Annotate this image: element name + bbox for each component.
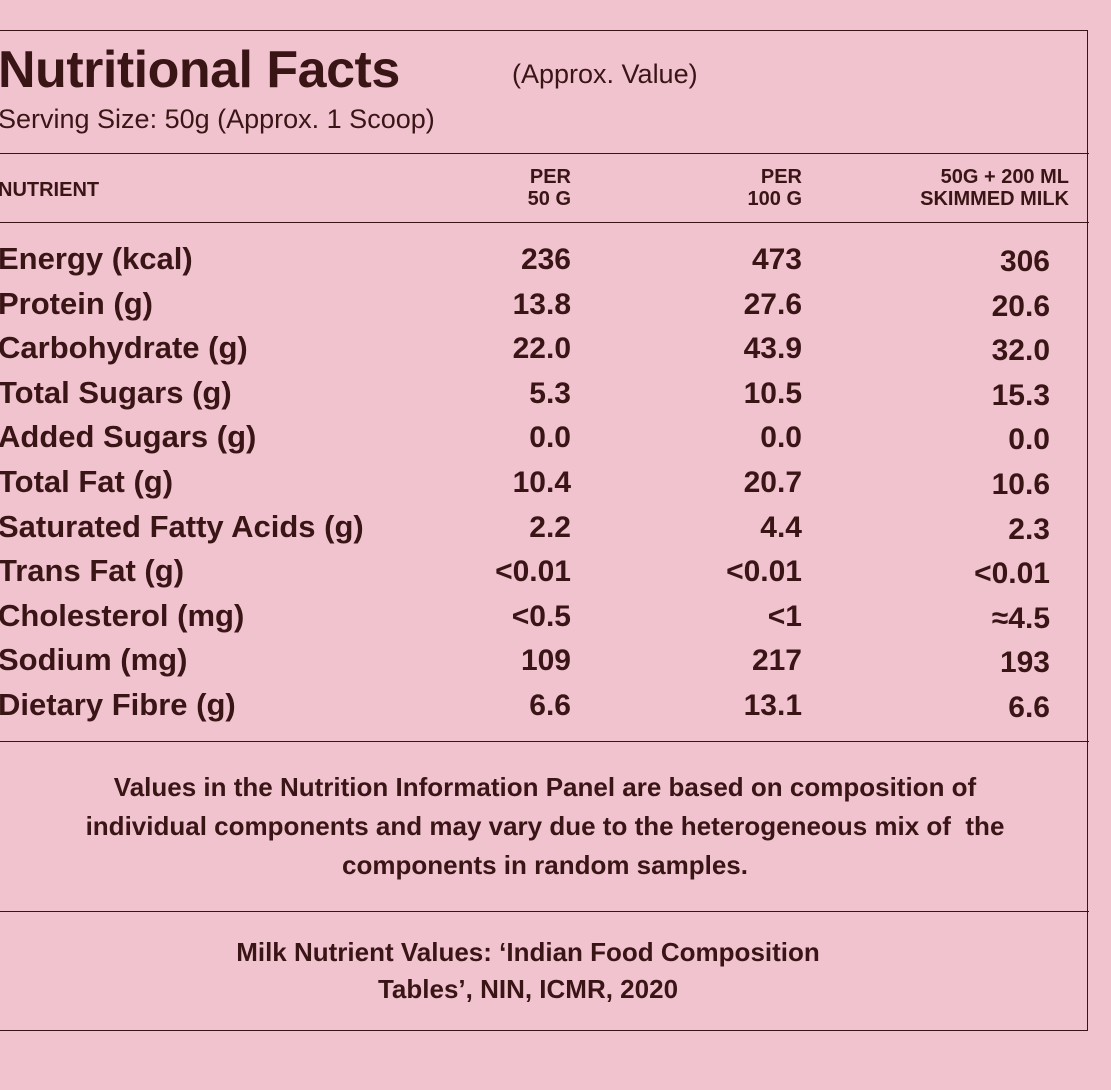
serving-size: Serving Size: 50g (Approx. 1 Scoop)	[0, 104, 435, 134]
divider	[0, 222, 1089, 223]
note-line: Values in the Nutrition Information Pane…	[113, 772, 977, 802]
panel-border	[0, 30, 1088, 1031]
column-header: 50 G	[527, 188, 571, 210]
column-header: 50G + 200 ML	[940, 166, 1069, 188]
divider	[0, 153, 1089, 154]
nutrient-name: Saturated Fatty Acids (g)	[0, 508, 364, 544]
nutrient-value: 306	[999, 245, 1050, 278]
column-header: PER	[529, 166, 571, 188]
nutrient-value: 43.9	[743, 332, 802, 366]
column-header: PER	[760, 166, 802, 188]
source-line: Tables’, NIN, ICMR, 2020	[377, 974, 679, 1004]
nutrient-value: 2.2	[529, 510, 571, 544]
nutrient-value: <0.01	[495, 555, 571, 589]
nutrient-name: Cholesterol (mg)	[0, 597, 245, 633]
nutrient-value: 27.6	[743, 287, 802, 321]
title: Nutritional Facts	[0, 41, 400, 99]
nutrient-value: 20.6	[991, 289, 1050, 323]
nutrient-value: 5.3	[529, 376, 571, 410]
divider	[0, 741, 1089, 742]
nutrient-name: Total Sugars (g)	[0, 374, 232, 410]
divider	[0, 911, 1089, 912]
nutrient-name: Protein (g)	[0, 285, 153, 321]
nutrient-value: 0.0	[529, 421, 571, 455]
nutrient-value: <1	[767, 599, 802, 633]
nutrient-name: Total Fat (g)	[0, 464, 174, 499]
nutrient-value: <0.01	[974, 557, 1050, 591]
column-header: 100 G	[747, 188, 802, 210]
column-header: SKIMMED MILK	[920, 188, 1069, 210]
source-line: Milk Nutrient Values: ‘Indian Food Compo…	[236, 937, 820, 967]
nutrient-name: Carbohydrate (g)	[0, 330, 248, 366]
nutrient-value: 32.0	[991, 334, 1050, 368]
nutrient-value: 217	[751, 644, 802, 678]
nutrient-value: <0.01	[726, 555, 802, 589]
nutrient-value: 193	[999, 646, 1050, 680]
nutrient-value: 0.0	[1008, 423, 1050, 457]
nutrient-name: Added Sugars (g)	[0, 419, 257, 455]
nutrient-value: 13.1	[743, 689, 802, 722]
nutrient-value: 6.6	[529, 689, 571, 722]
nutrient-value: 10.6	[991, 468, 1050, 501]
nutrient-value: 10.5	[743, 376, 802, 410]
nutrient-value: 109	[520, 644, 571, 678]
column-header: NUTRIENT	[0, 179, 100, 201]
note-line: individual components and may vary due t…	[85, 811, 1005, 841]
nutrient-value: 0.0	[760, 421, 802, 455]
nutrient-value: 20.7	[743, 466, 802, 499]
nutrient-value: <0.5	[511, 599, 571, 633]
nutrient-value: 10.4	[512, 466, 571, 499]
note-line: components in random samples.	[342, 850, 748, 880]
nutrient-value: 22.0	[512, 332, 571, 366]
nutrient-value: 473	[751, 243, 802, 276]
nutrient-value: 13.8	[512, 287, 571, 321]
nutrient-name: Energy (kcal)	[0, 241, 193, 276]
nutrient-value: 236	[520, 243, 571, 276]
nutrient-value: 15.3	[991, 378, 1050, 412]
nutrient-value: 2.3	[1008, 512, 1050, 546]
nutrient-value: 4.4	[760, 510, 802, 544]
nutrient-value: 6.6	[1008, 691, 1050, 724]
nutrient-name: Dietary Fibre (g)	[0, 687, 236, 722]
nutrient-name: Sodium (mg)	[0, 642, 188, 678]
title-note: (Approx. Value)	[512, 59, 698, 89]
nutrient-value: ≈4.5	[991, 601, 1050, 635]
nutrient-name: Trans Fat (g)	[0, 553, 185, 589]
